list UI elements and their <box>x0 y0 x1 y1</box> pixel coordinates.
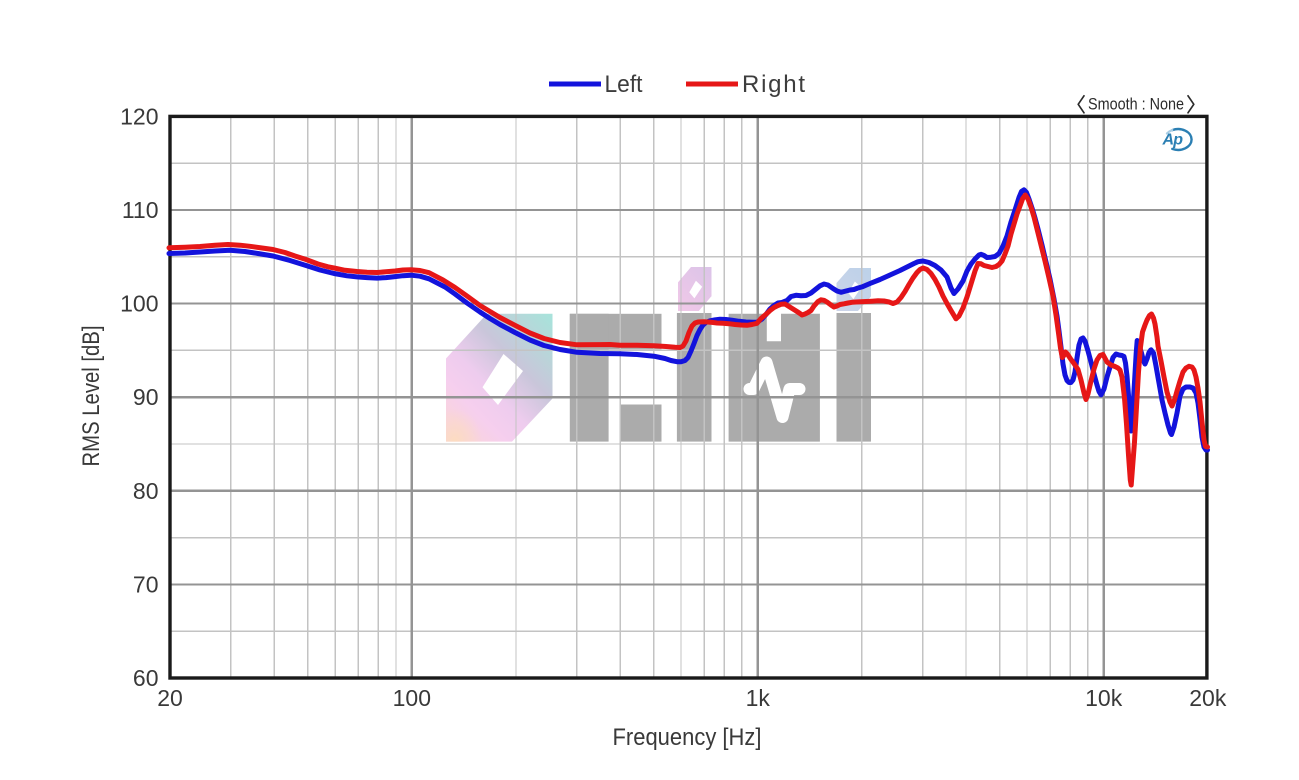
svg-text:A: A <box>1162 131 1175 148</box>
svg-text:p: p <box>1172 132 1183 149</box>
svg-text:Smooth : None: Smooth : None <box>1088 96 1184 114</box>
svg-text:60: 60 <box>133 665 159 691</box>
svg-text:10k: 10k <box>1085 685 1123 711</box>
svg-text:20: 20 <box>157 685 183 711</box>
svg-text:100: 100 <box>393 685 431 711</box>
svg-text:1k: 1k <box>746 685 771 711</box>
svg-text:110: 110 <box>122 197 159 223</box>
svg-text:Left: Left <box>605 71 643 98</box>
svg-text:Right: Right <box>742 71 805 98</box>
svg-text:20k: 20k <box>1189 685 1227 711</box>
svg-text:70: 70 <box>133 571 159 597</box>
svg-text:90: 90 <box>133 384 159 410</box>
svg-text:120: 120 <box>120 103 158 129</box>
svg-text:80: 80 <box>133 478 159 504</box>
svg-text:RMS Level [dB]: RMS Level [dB] <box>78 326 105 467</box>
svg-text:100: 100 <box>120 291 158 317</box>
svg-text:Frequency [Hz]: Frequency [Hz] <box>613 724 762 751</box>
